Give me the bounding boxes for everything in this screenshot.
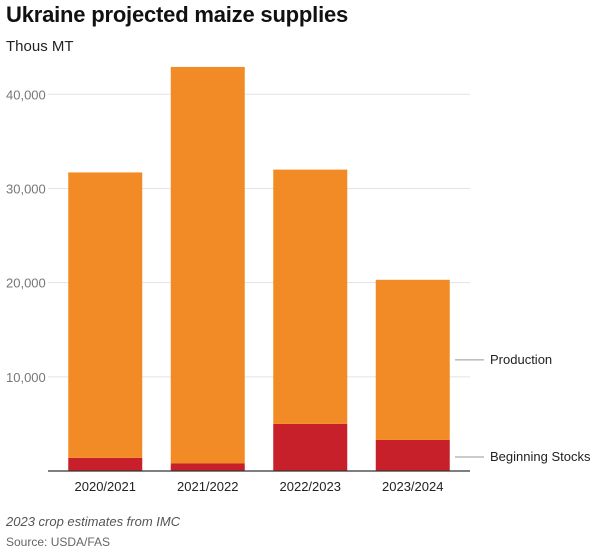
bar-production: [375, 279, 450, 440]
x-tick-label: 2021/2022: [177, 479, 238, 494]
y-tick-label: 20,000: [6, 276, 46, 291]
bar-beginning-stocks: [273, 423, 348, 471]
y-tick-label: 30,000: [6, 181, 46, 196]
y-tick-label: 10,000: [6, 370, 46, 385]
legend-label: Production: [490, 352, 552, 367]
chart-title: Ukraine projected maize supplies: [6, 2, 349, 27]
x-tick-label: 2022/2023: [280, 479, 341, 494]
chart-source: Source: USDA/FAS: [6, 535, 111, 549]
legend-label: Beginning Stocks: [490, 449, 591, 464]
x-tick-label: 2023/2024: [382, 479, 443, 494]
bar-production: [68, 172, 143, 458]
bar-beginning-stocks: [375, 439, 450, 471]
bar-production: [170, 66, 245, 464]
x-tick-label: 2020/2021: [75, 479, 136, 494]
bar-beginning-stocks: [170, 463, 245, 471]
bar-beginning-stocks: [68, 457, 143, 471]
y-tick-label: 40,000: [6, 87, 46, 102]
chart-subtitle: Thous MT: [6, 38, 74, 55]
bar-production: [273, 169, 348, 424]
chart-note: 2023 crop estimates from IMC: [6, 514, 181, 529]
